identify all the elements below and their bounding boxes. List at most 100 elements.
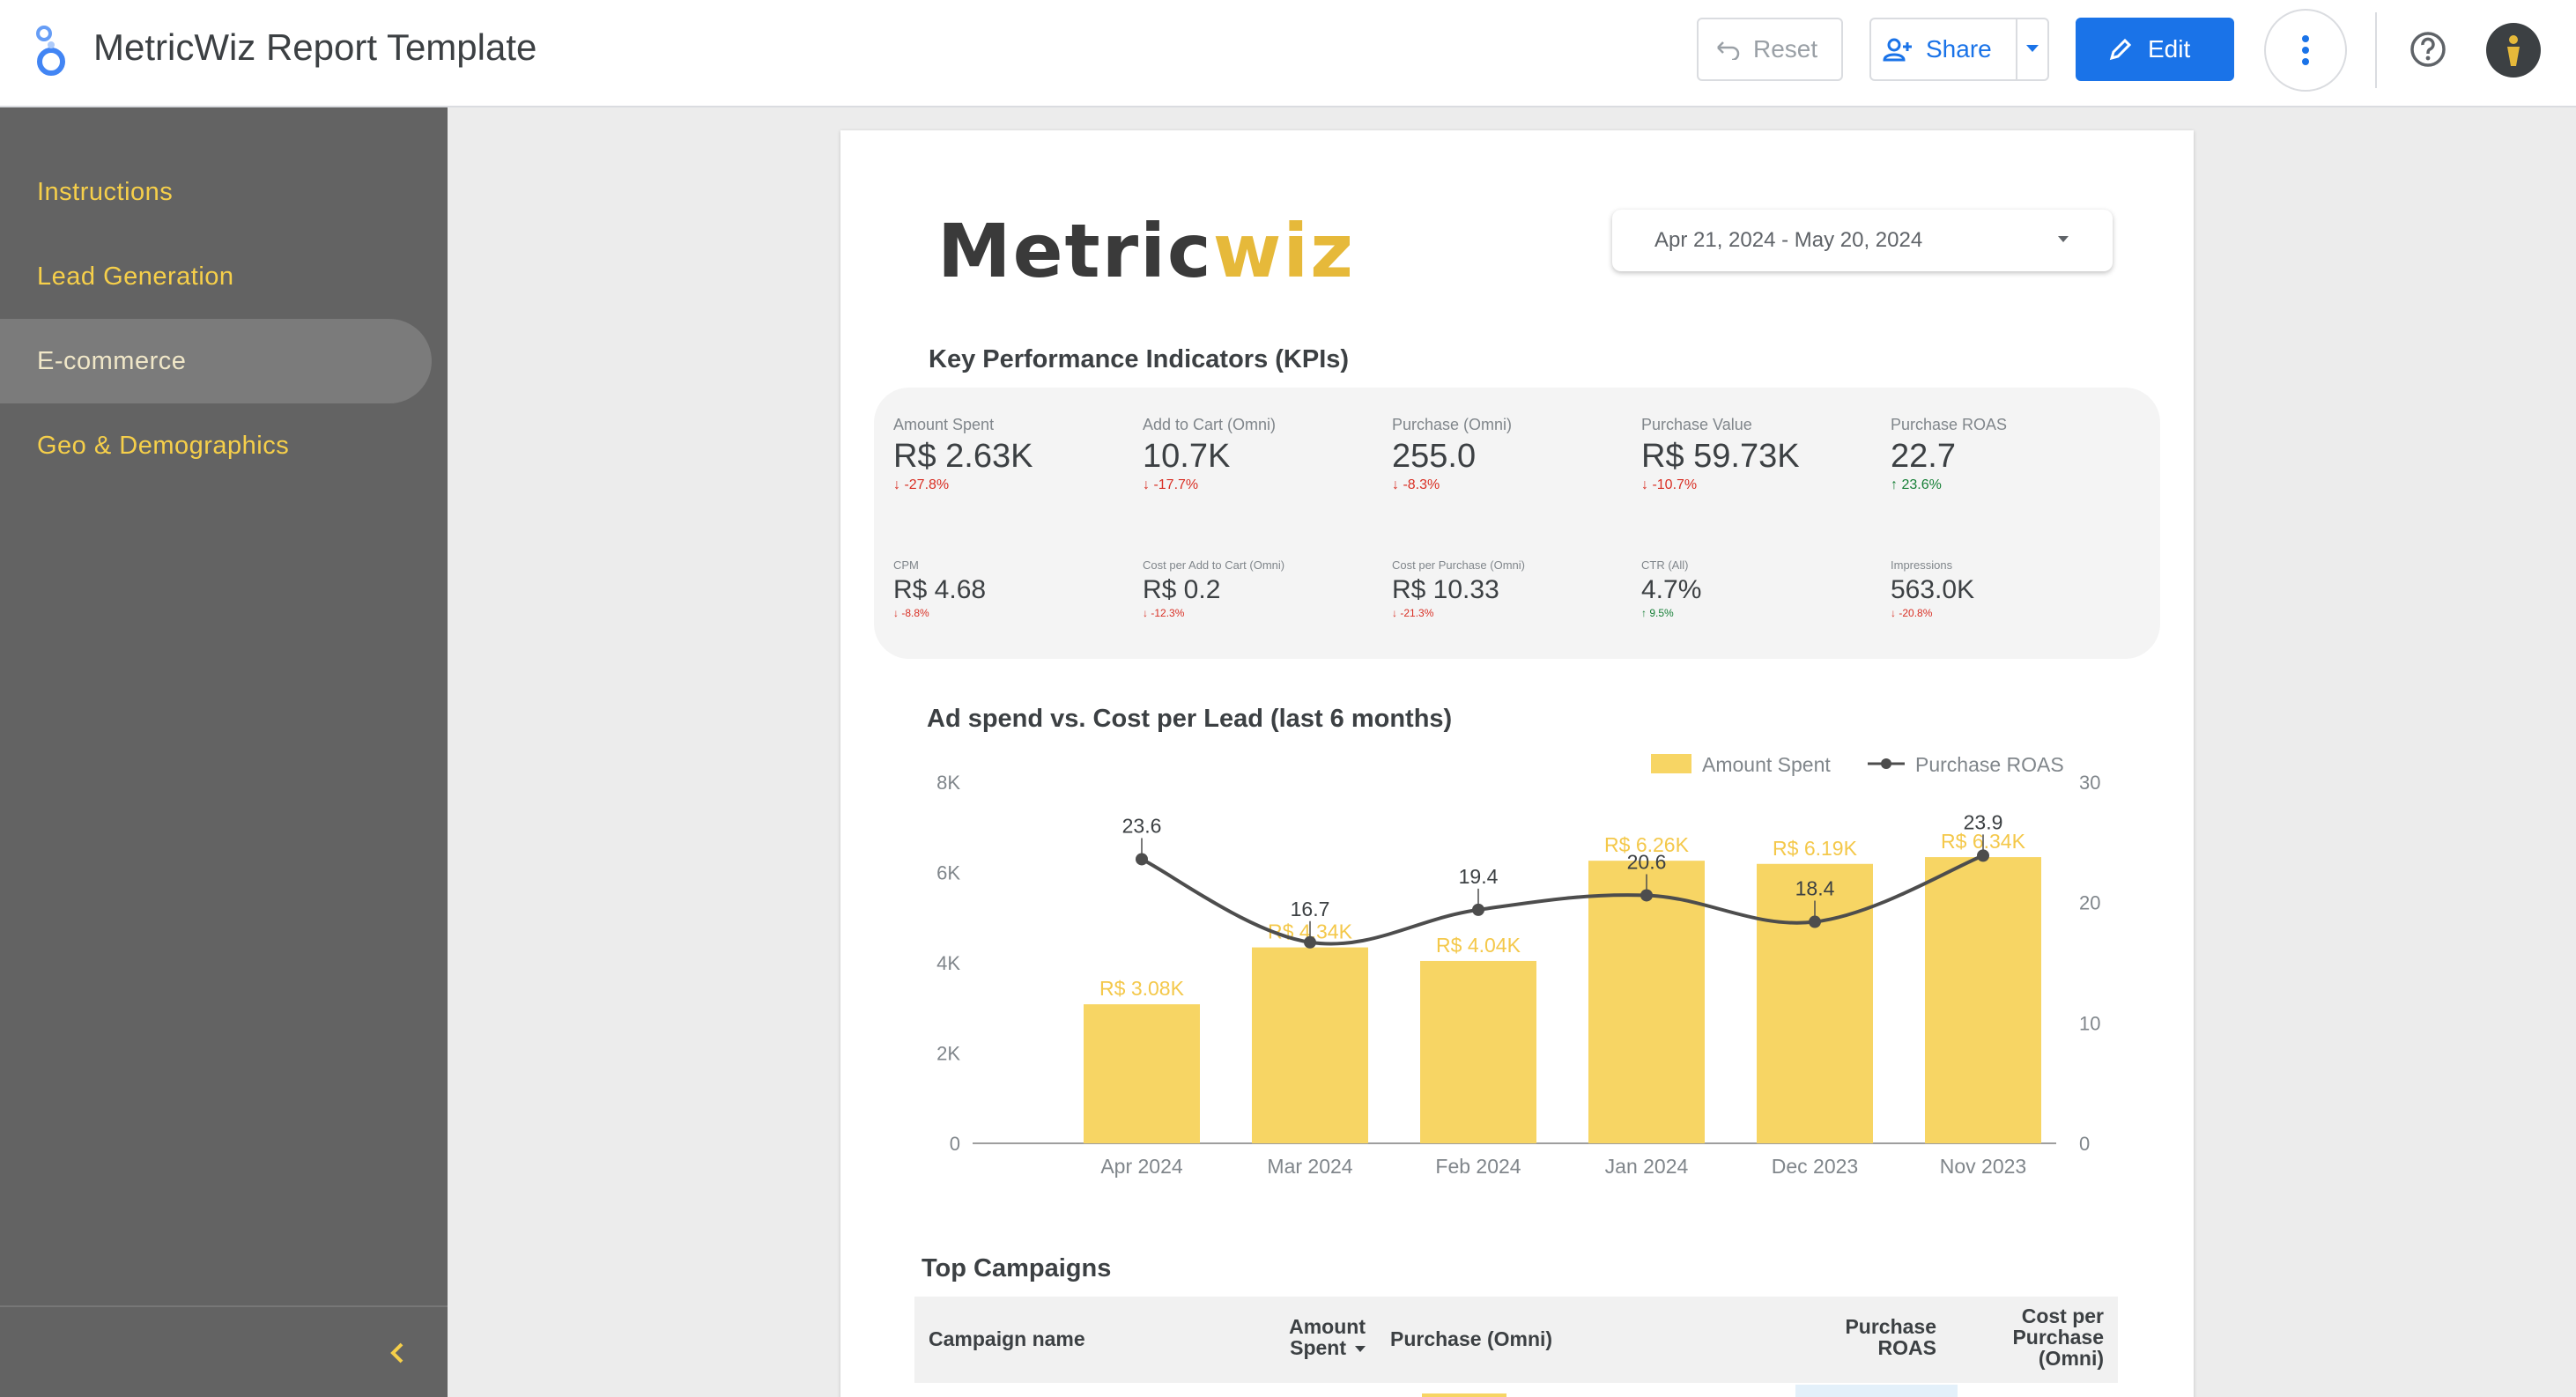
- kpi-ctr: CTR (All) 4.7% ↑ 9.5%: [1641, 558, 1701, 619]
- kpi-change: ↓ -8.3%: [1392, 477, 1440, 492]
- kpi-cpm: CPM R$ 4.68 ↓ -8.8%: [893, 558, 986, 619]
- edit-label: Edit: [2148, 35, 2191, 63]
- legend-marker-purchase-roas: [1881, 758, 1891, 769]
- kpi-label: Impressions: [1891, 558, 1953, 572]
- x-tick-label: Nov 2023: [1940, 1155, 2026, 1178]
- pencil-icon: [2109, 38, 2132, 61]
- date-range-value: Apr 21, 2024 - May 20, 2024: [1654, 228, 1923, 252]
- kpi-change: ↓ -27.8%: [893, 477, 950, 492]
- column-header-purchase-omni[interactable]: Purchase (Omni): [1390, 1327, 1553, 1350]
- kpi-change: ↓ -20.8%: [1891, 607, 1933, 619]
- x-tick-label: Dec 2023: [1772, 1155, 1858, 1178]
- metricwiz-logo: Metricwiz: [937, 208, 1355, 294]
- x-tick-label: Apr 2024: [1100, 1155, 1183, 1178]
- reset-label: Reset: [1753, 35, 1818, 63]
- sidebar-item-lead-generation[interactable]: Lead Generation: [0, 234, 432, 319]
- top-campaigns-table-header: Campaign name Amount Spent Purchase (Omn…: [914, 1297, 2118, 1383]
- undo-icon: [1717, 41, 1740, 60]
- purchase-roas-heat-cell: [1795, 1385, 1958, 1397]
- line-data-label: 23.9: [1964, 810, 2003, 833]
- arrow-down-icon: ↓: [1392, 477, 1403, 492]
- user-avatar[interactable]: [2486, 23, 2541, 78]
- report-canvas: Metricwiz Apr 21, 2024 - May 20, 2024 Ke…: [840, 130, 2194, 1397]
- line-point-purchase-roas: [1304, 935, 1316, 949]
- caret-down-icon: [2026, 45, 2039, 52]
- reset-button[interactable]: Reset: [1697, 18, 1843, 81]
- bar-amount-spent: [1588, 861, 1705, 1143]
- kpi-purchase-omni: Purchase (Omni) 255.0 ↓ -8.3%: [1392, 416, 1512, 493]
- add-person-icon: [1883, 38, 1912, 62]
- x-tick-label: Jan 2024: [1605, 1155, 1689, 1178]
- kpi-add-to-cart: Add to Cart (Omni) 10.7K ↓ -17.7%: [1143, 416, 1276, 493]
- line-data-label: 18.4: [1795, 877, 1835, 900]
- kpi-change: ↓ -17.7%: [1143, 477, 1199, 492]
- kpi-value: R$ 59.73K: [1641, 438, 1800, 475]
- kpi-value: R$ 0.2: [1143, 575, 1221, 604]
- caret-down-icon: [2058, 236, 2069, 242]
- arrow-down-icon: ↓: [1143, 607, 1151, 619]
- column-header-cost-per-purchase[interactable]: Cost per Purchase (Omni): [2012, 1305, 2104, 1370]
- arrow-down-icon: ↓: [1891, 607, 1899, 619]
- bar-amount-spent: [1252, 947, 1368, 1143]
- y-left-tick-label: 6K: [936, 862, 960, 884]
- kpi-section-title: Key Performance Indicators (KPIs): [929, 345, 1350, 373]
- help-icon[interactable]: [2409, 30, 2447, 69]
- collapse-sidebar-chevron-icon[interactable]: [381, 1335, 416, 1371]
- arrow-up-icon: ↑: [1641, 607, 1650, 619]
- top-bar: MetricWiz Report Template Reset Share Ed…: [0, 0, 2576, 107]
- bar-data-label: R$ 4.04K: [1436, 934, 1521, 957]
- kpi-change: ↑ 9.5%: [1641, 607, 1674, 619]
- line-point-purchase-roas: [1809, 915, 1821, 928]
- chart-section-title: Ad spend vs. Cost per Lead (last 6 month…: [927, 705, 1453, 733]
- sidebar-item-label: E-commerce: [37, 346, 187, 375]
- bar-data-label: R$ 6.26K: [1604, 833, 1690, 856]
- line-point-purchase-roas: [1640, 889, 1653, 902]
- sort-descending-icon: [1355, 1346, 1366, 1353]
- arrow-down-icon: ↓: [893, 607, 902, 619]
- column-header-amount-spent[interactable]: Amount Spent: [1289, 1315, 1366, 1359]
- share-dropdown-button[interactable]: [2016, 18, 2049, 81]
- y-left-tick-label: 4K: [936, 952, 960, 974]
- report-title: MetricWiz Report Template: [93, 26, 537, 68]
- sidebar-item-label: Geo & Demographics: [37, 431, 290, 460]
- kpi-value: 255.0: [1392, 438, 1477, 475]
- y-left-tick-label: 8K: [936, 772, 960, 794]
- share-label: Share: [1926, 35, 1992, 63]
- line-data-label: 23.6: [1122, 814, 1162, 837]
- column-header-purchase-roas[interactable]: Purchase ROAS: [1845, 1315, 1936, 1359]
- sidebar-item-e-commerce[interactable]: E-commerce: [0, 319, 432, 403]
- sidebar-item-instructions[interactable]: Instructions: [0, 150, 432, 234]
- date-range-picker[interactable]: Apr 21, 2024 - May 20, 2024: [1612, 210, 2113, 271]
- kpi-label: Purchase (Omni): [1392, 416, 1513, 433]
- kpi-value: R$ 4.68: [893, 575, 987, 604]
- kpi-label: Purchase ROAS: [1891, 416, 2008, 433]
- x-tick-label: Feb 2024: [1435, 1155, 1521, 1178]
- bar-data-label: R$ 6.19K: [1773, 837, 1858, 860]
- y-right-tick-label: 30: [2079, 772, 2100, 794]
- share-button[interactable]: Share: [1869, 18, 2017, 81]
- top-campaigns-title: Top Campaigns: [922, 1254, 1112, 1282]
- x-tick-label: Mar 2024: [1267, 1155, 1352, 1178]
- kpi-change: ↓ -10.7%: [1641, 477, 1698, 492]
- kpi-purchase-roas: Purchase ROAS 22.7 ↑ 23.6%: [1891, 416, 2007, 493]
- brand-text-wiz: wiz: [1212, 208, 1356, 294]
- kpi-label: Amount Spent: [893, 416, 995, 433]
- line-data-label: 16.7: [1291, 898, 1330, 920]
- y-left-tick-label: 0: [950, 1133, 960, 1155]
- kpi-scorecard-panel: Amount Spent R$ 2.63K ↓ -27.8% Add to Ca…: [874, 388, 2160, 659]
- column-header-campaign-name[interactable]: Campaign name: [929, 1327, 1085, 1350]
- y-right-tick-label: 0: [2079, 1133, 2090, 1155]
- kpi-label: Cost per Purchase (Omni): [1392, 558, 1525, 572]
- more-vert-icon: [2302, 35, 2309, 65]
- edit-button[interactable]: Edit: [2076, 18, 2234, 81]
- line-point-purchase-roas: [1136, 853, 1148, 866]
- toolbar-divider: [2375, 12, 2377, 88]
- sidebar-item-geo-demographics[interactable]: Geo & Demographics: [0, 403, 432, 488]
- bar-amount-spent: [1084, 1004, 1200, 1143]
- page-navigation-sidebar: Instructions Lead Generation E-commerce …: [0, 107, 448, 1397]
- kpi-label: Cost per Add to Cart (Omni): [1143, 558, 1285, 572]
- more-options-button[interactable]: [2264, 9, 2347, 92]
- kpi-purchase-value: Purchase Value R$ 59.73K ↓ -10.7%: [1641, 416, 1800, 493]
- kpi-cost-per-purchase: Cost per Purchase (Omni) R$ 10.33 ↓ -21.…: [1392, 558, 1525, 619]
